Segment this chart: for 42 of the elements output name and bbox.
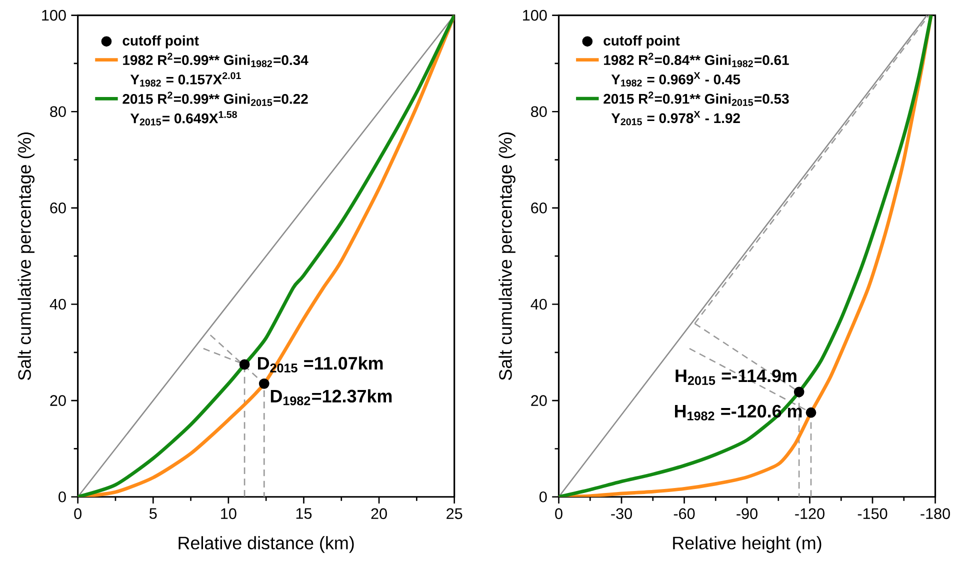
legend-label: 2015 R$^{2}$=0.91** Gini$_{2015}$=0.53 (604, 92, 789, 106)
y-tick-label: 100 (42, 10, 66, 21)
x-tick-label: -90 (736, 508, 758, 520)
x-tick-label: 20 (371, 508, 387, 520)
legend-label: cutoff point (122, 35, 199, 48)
annotation: H$_{2015}$ =-114.9m (676, 370, 796, 386)
y-tick-label: 100 (523, 10, 547, 21)
x-axis-title: Relative height (m) (673, 536, 822, 554)
annotation: Y$_{2015}$ = 0.978$^{X}$ - 1.92 (611, 111, 740, 126)
x-tick-label: 15 (296, 508, 312, 520)
y-tick-label: 60 (50, 202, 66, 214)
annotation: Y$_{1982}$ = 0.969$^{X}$ - 0.45 (611, 72, 740, 87)
legend-label: 1982 R$^{2}$=0.84** Gini$_{1982}$=0.61 (604, 52, 789, 68)
annotation: Y$_{1982}$ = 0.157X$^{2.01}$ (130, 72, 241, 87)
x-tick-label: -180 (920, 508, 950, 520)
x-tick-label: -150 (858, 508, 888, 520)
y-tick-label: 80 (531, 106, 547, 118)
y-tick-label: 80 (50, 106, 66, 118)
legend-label: 2015 R$^{2}$=0.99** Gini$_{2015}$=0.22 (122, 92, 308, 106)
y-tick-label: 40 (50, 298, 66, 310)
x-tick-label: 0 (74, 508, 82, 520)
x-tick-label: 10 (221, 508, 236, 520)
x-tick-label: 0 (555, 508, 562, 520)
y-tick-label: 0 (58, 492, 66, 502)
x-axis-title: Relative distance (km) (178, 536, 354, 554)
y-axis-title: Salt cumulative percentage (%) (18, 132, 34, 380)
y-axis-title: Salt cumulative percentage (%) (498, 132, 516, 380)
x-tick-label: -120 (795, 508, 824, 520)
x-tick-label: 5 (149, 508, 157, 520)
x-tick-label: 25 (446, 508, 462, 520)
y-tick-label: 60 (531, 202, 547, 214)
x-tick-label: -60 (674, 508, 695, 520)
x-tick-label: -30 (611, 508, 632, 520)
y-tick-label: 40 (530, 298, 547, 310)
legend-label: cutoff point (604, 35, 680, 48)
y-tick-label: 20 (50, 395, 66, 406)
legend-label: 1982 R$^{2}$=0.99** Gini$_{1982}$=0.34 (123, 52, 308, 68)
annotation: Y$_{2015}$= 0.649X$^{1.58}$ (130, 111, 237, 126)
y-tick-label: 0 (540, 492, 547, 502)
annotation: D$_{1982}$=12.37km (270, 389, 392, 406)
annotation: H$_{1982}$ =-120.6 m (675, 404, 802, 421)
y-tick-label: 20 (531, 395, 547, 406)
